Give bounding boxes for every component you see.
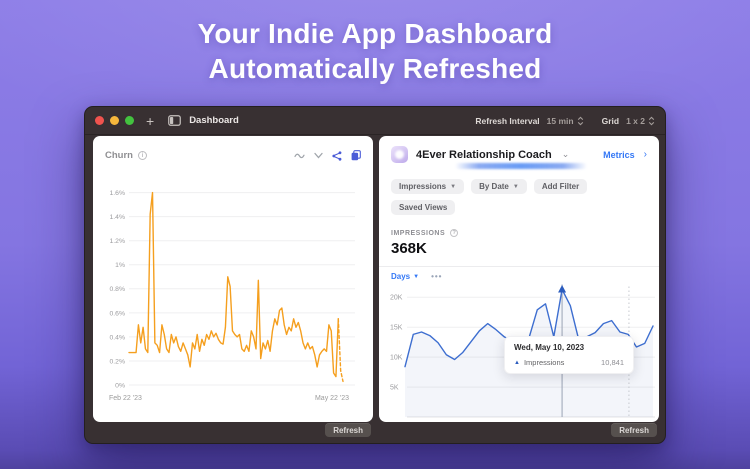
chart-type-icon[interactable] xyxy=(294,151,305,160)
zoom-window-button[interactable] xyxy=(125,116,134,125)
refresh-interval-stepper[interactable]: 15 min xyxy=(547,116,584,126)
svg-text:0.4%: 0.4% xyxy=(110,334,126,341)
grid-label: Grid xyxy=(601,115,620,126)
impressions-metric-label: IMPRESSIONS xyxy=(391,229,446,237)
filter-chips-row: Impressions ▼ By Date ▼ Add Filter xyxy=(379,179,659,194)
tooltip-date: Wed, May 10, 2023 xyxy=(514,343,585,352)
grid-value: 1 x 2 xyxy=(626,115,645,126)
traffic-lights xyxy=(95,116,134,125)
close-window-button[interactable] xyxy=(95,116,104,125)
refresh-interval-value: 15 min xyxy=(546,115,574,126)
app-icon xyxy=(391,146,408,163)
chevron-down-icon[interactable] xyxy=(314,152,323,159)
refresh-interval-label: Refresh Interval xyxy=(475,115,540,126)
hero-title-line2: Automatically Refreshed xyxy=(208,53,542,84)
chevron-down-icon: ▼ xyxy=(413,273,420,280)
app-panel-header: 4Ever Relationship Coach ⌄ Metrics › xyxy=(379,136,659,163)
window-titlebar: + Dashboard Refresh Interval 15 min Grid… xyxy=(85,107,665,135)
minimize-window-button[interactable] xyxy=(110,116,119,125)
saved-views-chip[interactable]: Saved Views xyxy=(391,200,456,215)
svg-text:1.2%: 1.2% xyxy=(110,238,126,245)
x-axis-start-label: Feb 22 '23 xyxy=(109,395,142,402)
add-tab-icon[interactable]: + xyxy=(146,112,155,129)
impressions-chart[interactable]: 20K 15K 10K 5K Wed, May 10, 2023 ▲ Impressi… xyxy=(389,284,655,420)
app-name-selector[interactable]: 4Ever Relationship Coach xyxy=(416,148,552,161)
churn-x-axis: Feb 22 '23 May 22 '23 xyxy=(103,393,363,402)
info-icon[interactable]: i xyxy=(137,151,147,160)
churn-chart[interactable]: 1.6% 1.4% 1.2% 1% 0.8% 0.6% 0.4% 0.2% 0% Feb 22 … xyxy=(103,175,363,402)
refresh-left-panel-button[interactable]: Refresh xyxy=(325,423,371,437)
more-options-icon[interactable]: ••• xyxy=(431,272,443,281)
grid-stepper[interactable]: 1 x 2 xyxy=(626,116,655,126)
svg-text:0.8%: 0.8% xyxy=(110,286,126,293)
svg-text:1.4%: 1.4% xyxy=(110,214,126,221)
triangle-marker-icon: ▲ xyxy=(514,359,520,366)
filter-chips-row2: Saved Views xyxy=(379,200,659,215)
copy-icon[interactable] xyxy=(351,150,361,161)
churn-panel-title: Churn xyxy=(105,150,133,161)
svg-text:5K: 5K xyxy=(390,384,399,391)
help-icon[interactable]: ? xyxy=(450,229,459,237)
chip-label: Saved Views xyxy=(399,203,448,212)
churn-panel-header: Churn i xyxy=(93,136,373,161)
share-icon[interactable] xyxy=(332,150,342,161)
hero-title: Your Indie App Dashboard Automatically R… xyxy=(0,16,750,86)
chevron-down-icon: ▼ xyxy=(450,183,457,190)
refresh-right-panel-button[interactable]: Refresh xyxy=(611,423,657,437)
stepper-icon xyxy=(577,116,583,125)
period-label: Days xyxy=(391,272,411,281)
by-date-filter-chip[interactable]: By Date ▼ xyxy=(471,179,527,194)
chip-label: Impressions xyxy=(399,182,447,191)
svg-text:1.6%: 1.6% xyxy=(110,190,126,197)
svg-text:0%: 0% xyxy=(115,382,125,389)
window-title: Dashboard xyxy=(189,115,239,126)
dashboard-window: + Dashboard Refresh Interval 15 min Grid… xyxy=(84,106,666,444)
tooltip-value: 10,841 xyxy=(601,358,624,367)
hero-title-line1: Your Indie App Dashboard xyxy=(197,18,553,49)
svg-text:15K: 15K xyxy=(390,325,403,332)
svg-text:0.2%: 0.2% xyxy=(110,358,126,365)
churn-chart-svg[interactable]: 1.6% 1.4% 1.2% 1% 0.8% 0.6% 0.4% 0.2% 0% xyxy=(103,175,363,393)
chart-tooltip: Wed, May 10, 2023 ▲ Impressions 10,841 xyxy=(504,336,634,374)
impressions-metric-value: 368K xyxy=(391,240,427,257)
chevron-down-icon: ⌄ xyxy=(561,149,570,159)
divider xyxy=(379,266,659,267)
svg-text:1%: 1% xyxy=(115,262,125,269)
period-selector[interactable]: Days ▼ xyxy=(391,272,419,281)
stepper-icon xyxy=(648,116,655,125)
svg-text:10K: 10K xyxy=(390,355,403,362)
chevron-down-icon: ▼ xyxy=(512,183,519,190)
app-metrics-panel: 4Ever Relationship Coach ⌄ Metrics › Imp… xyxy=(379,136,659,422)
svg-text:20K: 20K xyxy=(390,295,403,302)
svg-text:0.6%: 0.6% xyxy=(110,310,126,317)
chip-label: By Date xyxy=(479,182,509,191)
title-highlight-bar xyxy=(455,163,587,169)
impressions-filter-chip[interactable]: Impressions ▼ xyxy=(391,179,465,194)
metrics-link[interactable]: Metrics xyxy=(603,149,635,160)
x-axis-end-label: May 22 '23 xyxy=(314,395,349,402)
chevron-right-icon: › xyxy=(643,149,647,160)
add-filter-chip[interactable]: Add Filter xyxy=(533,179,588,194)
churn-panel: Churn i 1.6% 1.4% 1.2% 1% 0.8% xyxy=(93,136,373,422)
chip-label: Add Filter xyxy=(541,182,580,191)
tooltip-series-label: Impressions xyxy=(523,358,565,367)
toggle-sidebar-icon[interactable] xyxy=(168,115,182,126)
